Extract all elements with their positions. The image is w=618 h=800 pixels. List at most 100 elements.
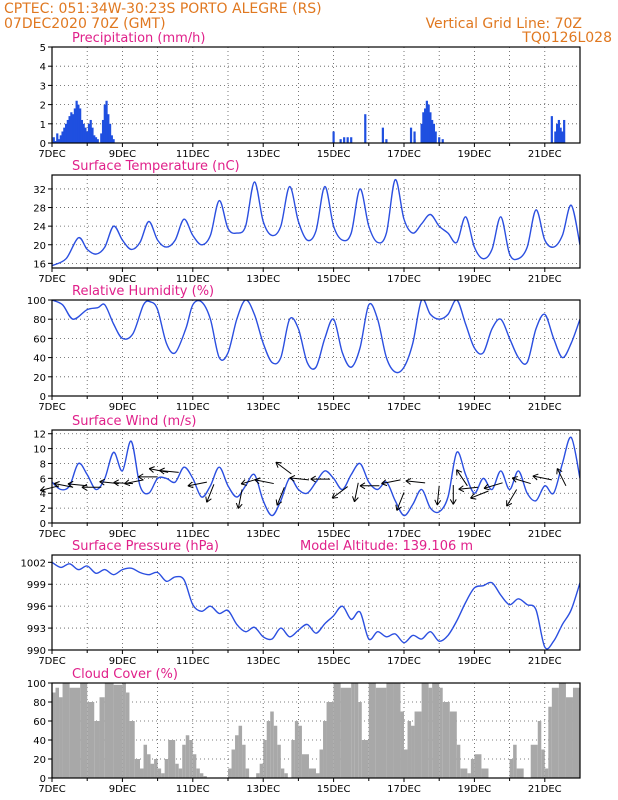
wind-arrow-head bbox=[137, 473, 144, 481]
header-location: CPTEC: 051:34W-30:23S PORTO ALEGRE (RS) bbox=[4, 1, 322, 17]
wind-frame bbox=[51, 429, 581, 524]
wind-arrow-head bbox=[352, 496, 359, 503]
wind-arrow bbox=[275, 461, 292, 475]
cloud-area-column bbox=[122, 683, 126, 778]
cloud-area-column bbox=[442, 702, 450, 778]
precip-ytick-label: 4 bbox=[40, 62, 46, 73]
wind-arrow-head bbox=[532, 473, 539, 481]
temperature-title: Surface Temperature (nC) bbox=[72, 159, 240, 174]
wind-ytick-label: 12 bbox=[33, 430, 46, 441]
cloud-area-column bbox=[323, 721, 327, 778]
precip-bar bbox=[75, 100, 78, 143]
cloud-area-column bbox=[460, 768, 468, 778]
cloud-area-column bbox=[537, 721, 542, 778]
cloud-area-column bbox=[256, 773, 260, 778]
precip-bar bbox=[332, 131, 335, 143]
precip-bar bbox=[86, 131, 89, 143]
wind-arrow bbox=[159, 469, 179, 473]
humidity-panel: Relative Humidity (%) 0 20 40 60 80 100 7DEC 9DE… bbox=[27, 284, 581, 413]
cloud-area-column bbox=[474, 754, 482, 778]
wind-arrow-head bbox=[53, 481, 60, 488]
cloud-area-column bbox=[235, 735, 239, 778]
precip-bar bbox=[559, 127, 562, 143]
wind-arrow-head bbox=[124, 479, 131, 487]
cloud-area-column bbox=[277, 744, 281, 778]
cloud-area-column bbox=[421, 683, 429, 778]
temperature-ytick-label: 20 bbox=[33, 241, 46, 252]
wind-arrow-head bbox=[254, 477, 261, 485]
cloud-area-column bbox=[414, 711, 422, 778]
precip-bar bbox=[100, 133, 103, 143]
temperature-ytick-label: 16 bbox=[33, 259, 46, 270]
wind-arrow-head bbox=[381, 479, 388, 487]
precip-bar bbox=[434, 131, 437, 143]
precip-panel: Precipitation (mm/h) 0 1 2 3 4 5 7DEC 9DEC 11DEC 1… bbox=[38, 31, 581, 160]
precip-frame bbox=[51, 46, 581, 144]
pressure-xtick-label: 19DEC bbox=[458, 656, 492, 667]
cloud-area-column bbox=[407, 721, 412, 778]
pressure-frame bbox=[51, 554, 581, 651]
cloud-panel: Cloud Cover (%) 0 20 40 60 80 100 7DEC 9DEC 11DEC… bbox=[27, 667, 581, 795]
precip-ytick-label: 5 bbox=[40, 43, 46, 54]
precip-bar bbox=[409, 127, 413, 143]
cloud-area-column bbox=[294, 721, 299, 778]
cloud-xtick-label: 17DEC bbox=[387, 784, 421, 795]
wind-arrow-head bbox=[159, 467, 165, 475]
wind-arrow-head bbox=[289, 474, 296, 482]
wind-xtick-label: 11DEC bbox=[176, 529, 210, 540]
cloud-area-column bbox=[375, 687, 387, 778]
temperature-ytick-label: 28 bbox=[33, 204, 46, 215]
precip-bar bbox=[73, 108, 76, 143]
wind-arrow-head bbox=[511, 476, 518, 483]
wind-xtick-label: 13DEC bbox=[246, 529, 280, 540]
precip-title: Precipitation (mm/h) bbox=[72, 31, 205, 46]
cloud-area-column bbox=[513, 744, 517, 778]
wind-arrow bbox=[254, 479, 274, 485]
wind-xtick-label: 15DEC bbox=[317, 529, 351, 540]
cloud-area-column bbox=[238, 725, 243, 778]
wind-arrow-head bbox=[331, 492, 339, 499]
pressure-xtick-label: 11DEC bbox=[176, 656, 210, 667]
cloud-area-column bbox=[150, 763, 155, 778]
wind-arrow bbox=[206, 484, 215, 503]
cloud-area-column bbox=[270, 711, 274, 778]
wind-arrow bbox=[331, 486, 348, 499]
temperature-xtick-label: 11DEC bbox=[176, 274, 210, 285]
cloud-area-column bbox=[481, 768, 489, 778]
cloud-area-column bbox=[59, 697, 63, 778]
cloud-area-column bbox=[228, 768, 232, 778]
cloud-area-column bbox=[509, 759, 514, 778]
wind-arrow-head bbox=[240, 479, 247, 486]
humidity-ytick-label: 60 bbox=[33, 334, 46, 345]
cloud-area-column bbox=[99, 697, 105, 778]
pressure-xtick-label: 9DEC bbox=[109, 656, 136, 667]
wind-arrow bbox=[149, 468, 169, 473]
cloud-area-column bbox=[467, 773, 471, 778]
cloud-area-column bbox=[140, 768, 144, 778]
cloud-area-column bbox=[386, 683, 394, 778]
pressure-panel: Surface Pressure (hPa) Model Altitude: 13… bbox=[21, 539, 581, 667]
temperature-xtick-label: 7DEC bbox=[38, 274, 65, 285]
wind-arrow-head bbox=[275, 499, 283, 506]
pressure-annotation: Model Altitude: 139.106 m bbox=[300, 539, 473, 554]
wind-arrow bbox=[353, 482, 359, 502]
wind-arrow bbox=[40, 485, 60, 491]
cloud-ytick-label: 20 bbox=[33, 755, 46, 766]
wind-arrow bbox=[483, 482, 503, 489]
precip-bar bbox=[72, 114, 75, 143]
wind-xtick-label: 9DEC bbox=[109, 529, 136, 540]
cloud-area-column bbox=[470, 759, 475, 778]
humidity-ytick-label: 100 bbox=[27, 296, 46, 307]
wind-arrow-head bbox=[67, 480, 74, 488]
wind-arrow bbox=[276, 487, 285, 506]
cloud-area-column bbox=[404, 749, 408, 778]
cloud-area-column bbox=[164, 759, 169, 778]
cloud-area-column bbox=[541, 749, 545, 778]
precip-bar bbox=[432, 123, 436, 143]
precip-bar bbox=[385, 139, 388, 143]
precip-bar bbox=[112, 139, 115, 143]
cloud-area-column bbox=[104, 683, 114, 778]
cloud-ytick-label: 40 bbox=[33, 736, 46, 747]
cloud-area-column bbox=[245, 768, 250, 778]
